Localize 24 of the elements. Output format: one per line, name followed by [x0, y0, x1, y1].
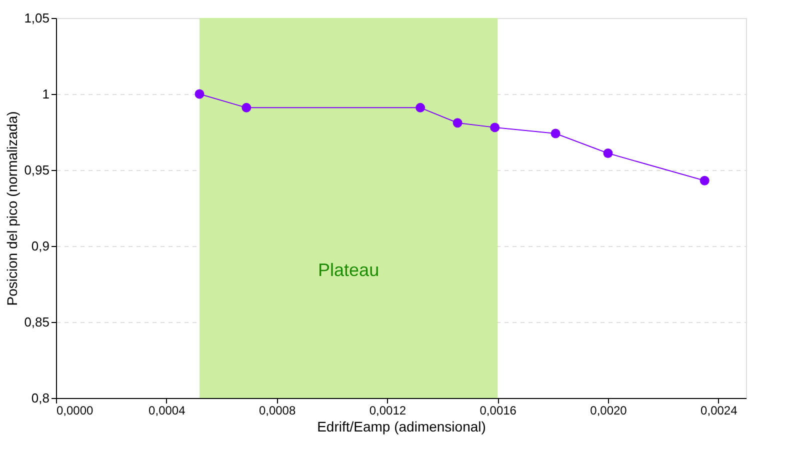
x-tick-label: 0,0004: [148, 404, 186, 418]
y-tick-label: 1: [42, 86, 50, 102]
x-tick-label: 0,0024: [700, 404, 738, 418]
y-tick-label: 0,8: [31, 390, 50, 406]
y-tick-label: 0,95: [24, 162, 50, 178]
point: [490, 122, 500, 132]
x-tick-label: 0,0016: [480, 404, 517, 418]
x-tick-label: 0,0020: [590, 404, 628, 418]
y-axis-title: Posicion del pico (normalizada): [4, 111, 20, 306]
x-axis-title: Edrift/Eamp (adimensional): [317, 418, 486, 434]
point: [242, 102, 252, 112]
point: [700, 176, 710, 186]
x-tick-label: 0,0008: [258, 404, 296, 418]
point: [550, 128, 560, 138]
y-tick-label: 1,05: [24, 10, 50, 26]
point: [603, 148, 613, 158]
y-tick-label: 0,85: [24, 314, 50, 330]
point: [416, 102, 426, 112]
band-label: Plateau: [318, 260, 380, 280]
point: [452, 118, 462, 128]
x-tick-label: 0,0012: [369, 404, 406, 418]
x-tick-label: 0,0000: [56, 404, 94, 418]
y-tick-label: 0,9: [31, 238, 50, 254]
point: [194, 89, 204, 99]
